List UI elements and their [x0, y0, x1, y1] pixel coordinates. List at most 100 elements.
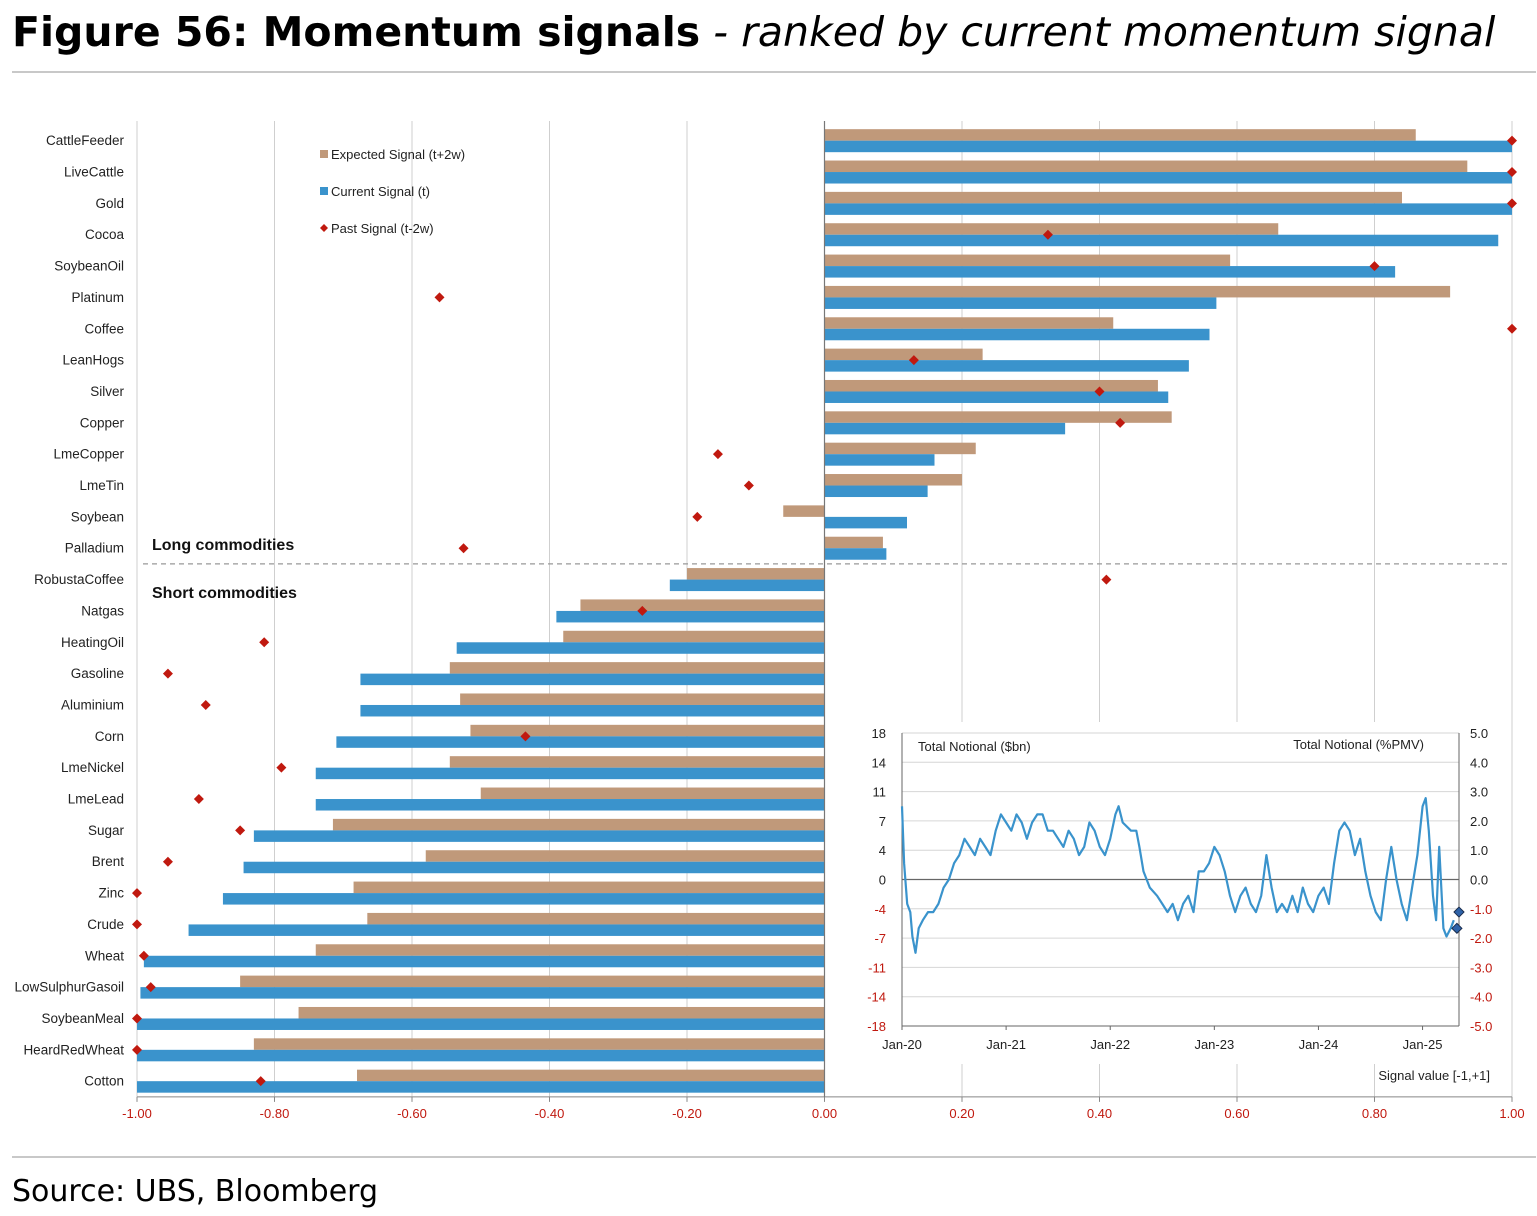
current-signal-bar [243, 861, 825, 874]
expected-signal-bar [824, 254, 1231, 267]
long-commodities-label: Long commodities [152, 537, 294, 554]
inset-marker [1453, 906, 1465, 918]
current-signal-bar [188, 924, 825, 936]
current-signal-bar [824, 485, 928, 498]
past-signal-marker [1115, 417, 1126, 428]
expected-signal-bar [687, 568, 825, 580]
expected-signal-bar [783, 505, 825, 517]
past-signal-marker [1369, 261, 1380, 272]
inset-right-tick-label: -1.0 [1470, 902, 1492, 917]
expected-signal-bar [824, 160, 1468, 173]
x-tick-label: 0.40 [1087, 1106, 1112, 1121]
figure-title: Figure 56: Momentum signals - ranked by … [12, 8, 1495, 56]
expected-signal-bar [824, 317, 1114, 329]
x-tick-label: -0.60 [397, 1106, 427, 1121]
inset-right-tick-label: 0.0 [1470, 873, 1488, 888]
past-signal-marker [276, 762, 287, 773]
category-label: SoybeanOil [54, 259, 124, 274]
current-signal-bar [360, 673, 825, 686]
past-signal-marker [712, 449, 723, 460]
current-signal-bar [824, 234, 1499, 247]
expected-signal-bar [563, 630, 825, 643]
past-signal-marker [132, 888, 142, 899]
legend-label: Expected Signal (t+2w) [331, 147, 465, 162]
category-label: Cotton [84, 1074, 124, 1089]
x-tick-label: -0.20 [672, 1106, 702, 1121]
past-signal-marker [132, 919, 142, 930]
category-label: LeanHogs [62, 353, 124, 368]
category-label: Copper [80, 415, 125, 430]
past-signal-marker [162, 668, 173, 679]
expected-signal-bar [332, 818, 825, 831]
category-label: CattleFeeder [46, 133, 125, 148]
expected-signal-bar [357, 1069, 825, 1082]
category-label: Corn [95, 729, 124, 744]
x-tick-label: 1.00 [1499, 1106, 1524, 1121]
inset-left-tick-label: -11 [868, 960, 886, 975]
source-note: Source: UBS, Bloomberg [12, 1174, 379, 1209]
inset-x-tick-label: Jan-24 [1299, 1037, 1339, 1052]
inset-right-tick-label: 4.0 [1470, 755, 1488, 770]
past-signal-marker [908, 355, 919, 366]
past-signal-marker [145, 982, 156, 993]
expected-signal-bar [824, 223, 1279, 235]
inset-right-tick-label: 2.0 [1470, 814, 1488, 829]
figure-title-bold: Figure 56: Momentum signals [12, 8, 701, 56]
expected-signal-bar [824, 442, 976, 455]
inset-right-tick-label: -2.0 [1470, 931, 1492, 946]
category-label: Brent [92, 854, 125, 869]
expected-signal-bar [240, 975, 825, 988]
category-label: LiveCattle [64, 165, 124, 180]
expected-signal-bar [824, 191, 1402, 204]
current-signal-bar [360, 704, 825, 717]
past-signal-marker [637, 605, 648, 616]
inset-x-tick-label: Jan-23 [1194, 1037, 1234, 1052]
x-tick-label: 0.80 [1362, 1106, 1387, 1121]
current-signal-bar [336, 736, 825, 748]
past-signal-marker [1101, 574, 1112, 585]
current-signal-bar [456, 642, 825, 654]
x-tick-label: -0.40 [535, 1106, 565, 1121]
past-signal-marker [235, 825, 246, 836]
inset-x-tick-label: Jan-20 [882, 1037, 922, 1052]
legend-label: Past Signal (t-2w) [331, 221, 434, 236]
inset-x-tick-label: Jan-22 [1090, 1037, 1130, 1052]
category-label: Coffee [84, 321, 124, 336]
current-signal-bar [222, 893, 825, 905]
expected-signal-bar [460, 693, 825, 705]
current-signal-bar [140, 987, 825, 999]
past-signal-marker [200, 699, 211, 710]
inset-right-tick-label: 3.0 [1470, 785, 1488, 800]
current-signal-bar [824, 360, 1189, 372]
inset-marker [1451, 922, 1463, 935]
category-label: Sugar [88, 823, 125, 838]
inset-right-tick-label: -4.0 [1470, 990, 1492, 1005]
past-signal-marker [520, 731, 531, 742]
inset-left-tick-label: -14 [867, 990, 886, 1005]
category-label: Platinum [71, 290, 124, 305]
current-signal-bar [824, 548, 887, 560]
x-tick-label: 0.20 [949, 1106, 974, 1121]
past-signal-marker [743, 480, 754, 491]
legend-swatch [320, 187, 328, 195]
category-label: LmeLead [68, 792, 124, 807]
past-signal-marker [132, 1013, 142, 1024]
current-signal-bar [253, 830, 825, 842]
current-signal-bar [824, 422, 1066, 435]
category-label: LmeNickel [61, 760, 124, 775]
inset-left-tick-label: -7 [874, 931, 886, 946]
expected-signal-bar [353, 881, 825, 894]
category-label: Silver [90, 384, 124, 399]
current-signal-bar [315, 767, 825, 780]
expected-signal-bar [425, 850, 825, 862]
inset-right-tick-label: -3.0 [1470, 960, 1492, 975]
category-label: Gold [95, 196, 124, 211]
inset-left-tick-label: 7 [879, 814, 886, 829]
past-signal-marker [162, 856, 173, 867]
inset-left-tick-label: 14 [872, 755, 886, 770]
category-label: HeatingOil [61, 635, 124, 650]
category-label: Aluminium [61, 697, 124, 712]
past-signal-marker [132, 1044, 142, 1055]
category-label: LowSulphurGasoil [14, 980, 124, 995]
